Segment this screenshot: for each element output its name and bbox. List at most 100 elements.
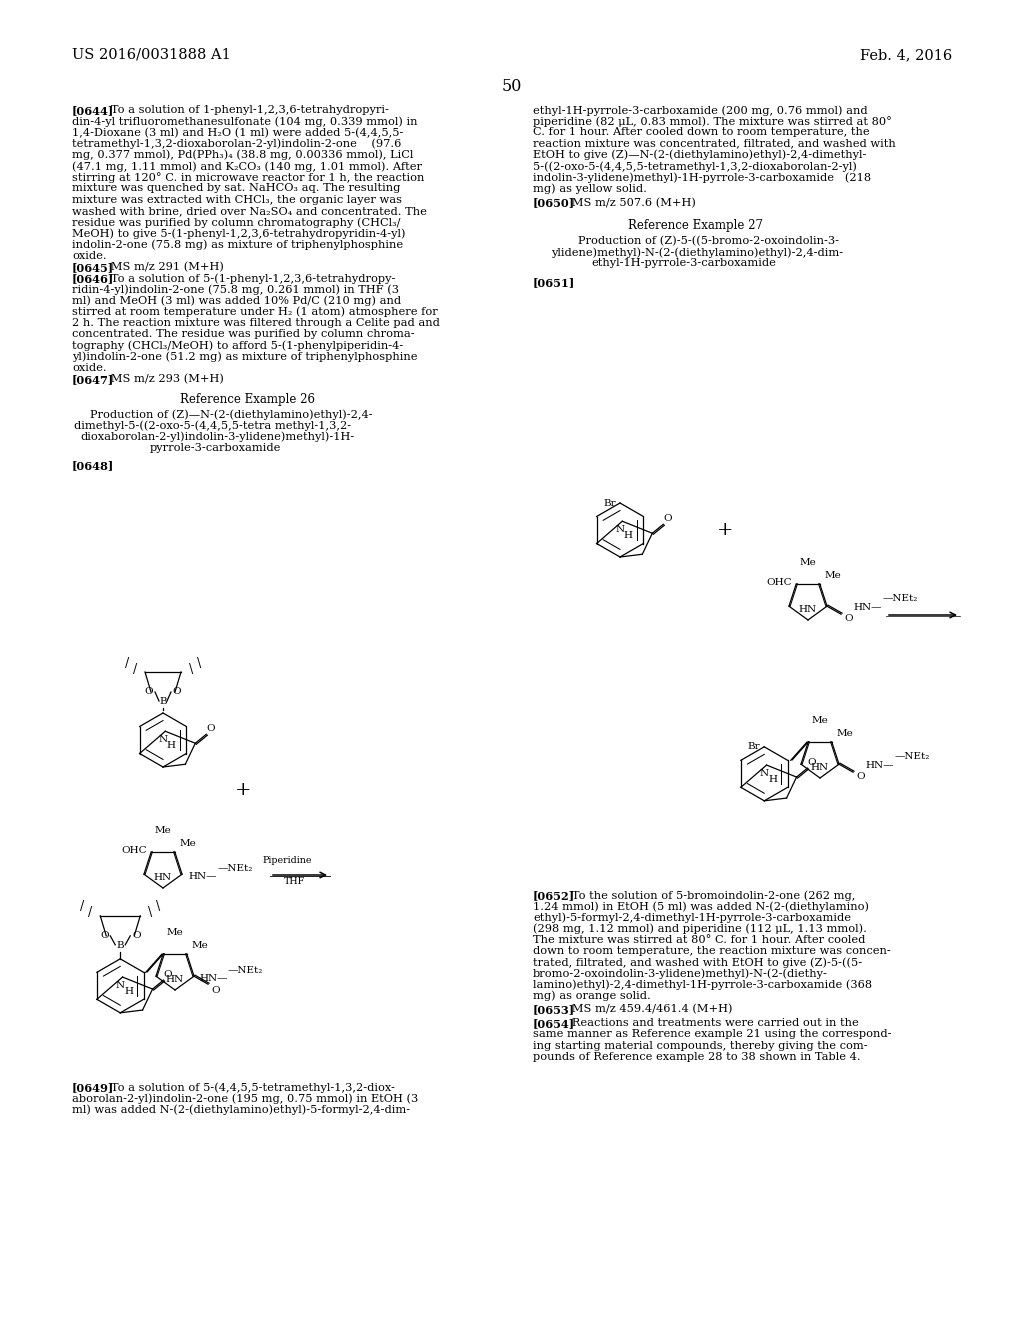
Text: din-4-yl trifluoromethanesulfonate (104 mg, 0.339 mmol) in: din-4-yl trifluoromethanesulfonate (104 …: [72, 116, 418, 127]
Text: US 2016/0031888 A1: US 2016/0031888 A1: [72, 48, 230, 62]
Text: To a solution of 5-(1-phenyl-1,2,3,6-tetrahydropy-: To a solution of 5-(1-phenyl-1,2,3,6-tet…: [100, 273, 395, 284]
Text: MS m/z 291 (M+H): MS m/z 291 (M+H): [100, 261, 224, 272]
Text: B: B: [159, 697, 167, 706]
Text: concentrated. The residue was purified by column chroma-: concentrated. The residue was purified b…: [72, 329, 415, 339]
Text: ing starting material compounds, thereby giving the com-: ing starting material compounds, thereby…: [534, 1040, 867, 1051]
Text: [0644]: [0644]: [72, 106, 115, 116]
Text: H: H: [124, 986, 133, 995]
Text: N: N: [159, 735, 168, 743]
Text: 50: 50: [502, 78, 522, 95]
Text: bromo-2-oxoindolin-3-ylidene)methyl)-N-(2-(diethy-: bromo-2-oxoindolin-3-ylidene)methyl)-N-(…: [534, 969, 827, 979]
Text: HN: HN: [154, 873, 172, 882]
Text: [0646]: [0646]: [72, 273, 115, 284]
Text: O: O: [173, 688, 181, 697]
Text: [0645]: [0645]: [72, 261, 114, 273]
Text: Me: Me: [167, 928, 183, 937]
Text: MS m/z 459.4/461.4 (M+H): MS m/z 459.4/461.4 (M+H): [561, 1005, 732, 1014]
Text: O: O: [163, 970, 172, 978]
Text: [0649]: [0649]: [72, 1082, 115, 1093]
Text: O: O: [845, 614, 853, 623]
Text: indolin-3-ylidene)methyl)-1H-pyrrole-3-carboxamide   (218: indolin-3-ylidene)methyl)-1H-pyrrole-3-c…: [534, 172, 871, 182]
Text: HN: HN: [799, 605, 817, 614]
Text: O: O: [132, 932, 140, 940]
Text: [0648]: [0648]: [72, 459, 115, 471]
Text: \: \: [156, 900, 161, 913]
Text: C. for 1 hour. After cooled down to room temperature, the: C. for 1 hour. After cooled down to room…: [534, 128, 869, 137]
Text: reaction mixture was concentrated, filtrated, and washed with: reaction mixture was concentrated, filtr…: [534, 139, 896, 149]
Text: mixture was extracted with CHCl₃, the organic layer was: mixture was extracted with CHCl₃, the or…: [72, 194, 402, 205]
Text: tography (CHCl₃/MeOH) to afford 5-(1-phenylpiperidin-4-: tography (CHCl₃/MeOH) to afford 5-(1-phe…: [72, 341, 403, 351]
Text: \: \: [148, 907, 153, 919]
Text: HN—: HN—: [865, 760, 894, 770]
Text: piperidine (82 μL, 0.83 mmol). The mixture was stirred at 80°: piperidine (82 μL, 0.83 mmol). The mixtu…: [534, 116, 892, 127]
Text: MeOH) to give 5-(1-phenyl-1,2,3,6-tetrahydropyridin-4-yl): MeOH) to give 5-(1-phenyl-1,2,3,6-tetrah…: [72, 228, 406, 239]
Text: ethyl)-5-formyl-2,4-dimethyl-1H-pyrrole-3-carboxamide: ethyl)-5-formyl-2,4-dimethyl-1H-pyrrole-…: [534, 912, 851, 923]
Text: O: O: [663, 513, 672, 523]
Text: +: +: [717, 521, 733, 539]
Text: Me: Me: [155, 826, 171, 836]
Text: [0650]: [0650]: [534, 198, 575, 209]
Text: The mixture was stirred at 80° C. for 1 hour. After cooled: The mixture was stirred at 80° C. for 1 …: [534, 935, 865, 945]
Text: O: O: [212, 986, 220, 995]
Text: 1,4-Dioxane (3 ml) and H₂O (1 ml) were added 5-(4,4,5,5-: 1,4-Dioxane (3 ml) and H₂O (1 ml) were a…: [72, 128, 403, 137]
Text: \: \: [188, 663, 194, 676]
Text: Br: Br: [748, 742, 760, 751]
Text: Piperidine: Piperidine: [262, 855, 311, 865]
Text: ethyl-1H-pyrrole-3-carboxamide (200 mg, 0.76 mmol) and: ethyl-1H-pyrrole-3-carboxamide (200 mg, …: [534, 106, 867, 116]
Text: ml) and MeOH (3 ml) was added 10% Pd/C (210 mg) and: ml) and MeOH (3 ml) was added 10% Pd/C (…: [72, 296, 401, 306]
Text: 5-((2-oxo-5-(4,4,5,5-tetramethyl-1,3,2-dioxaborolan-2-yl): 5-((2-oxo-5-(4,4,5,5-tetramethyl-1,3,2-d…: [534, 161, 857, 172]
Text: Me: Me: [191, 941, 209, 950]
Text: To the solution of 5-bromoindolin-2-one (262 mg,: To the solution of 5-bromoindolin-2-one …: [561, 890, 855, 900]
Text: aborolan-2-yl)indolin-2-one (195 mg, 0.75 mmol) in EtOH (3: aborolan-2-yl)indolin-2-one (195 mg, 0.7…: [72, 1093, 418, 1104]
Text: HN—: HN—: [199, 974, 227, 982]
Text: Br: Br: [603, 499, 616, 507]
Text: OHC: OHC: [122, 846, 147, 855]
Text: Me: Me: [824, 572, 842, 581]
Text: O: O: [144, 688, 154, 697]
Text: /: /: [80, 900, 84, 913]
Text: O: O: [857, 772, 865, 780]
Text: oxide.: oxide.: [72, 251, 106, 260]
Text: indolin-2-one (75.8 mg) as mixture of triphenylphosphine: indolin-2-one (75.8 mg) as mixture of tr…: [72, 239, 403, 249]
Text: /: /: [133, 663, 137, 676]
Text: 1.24 mmol) in EtOH (5 ml) was added N-(2-(diethylamino): 1.24 mmol) in EtOH (5 ml) was added N-(2…: [534, 902, 869, 912]
Text: EtOH to give (Z)—N-(2-(diethylamino)ethyl)-2,4-dimethyl-: EtOH to give (Z)—N-(2-(diethylamino)ethy…: [534, 149, 866, 160]
Text: [0652]: [0652]: [534, 890, 575, 902]
Text: mg) as orange solid.: mg) as orange solid.: [534, 991, 650, 1002]
Text: H: H: [768, 775, 777, 784]
Text: THF: THF: [285, 876, 305, 886]
Text: OHC: OHC: [767, 578, 793, 587]
Text: To a solution of 1-phenyl-1,2,3,6-tetrahydropyri-: To a solution of 1-phenyl-1,2,3,6-tetrah…: [100, 106, 389, 115]
Text: down to room temperature, the reaction mixture was concen-: down to room temperature, the reaction m…: [534, 946, 891, 956]
Text: —NEt₂: —NEt₂: [883, 594, 919, 603]
Text: yl)indolin-2-one (51.2 mg) as mixture of triphenylphosphine: yl)indolin-2-one (51.2 mg) as mixture of…: [72, 351, 418, 362]
Text: residue was purified by column chromatography (CHCl₃/: residue was purified by column chromatog…: [72, 216, 400, 227]
Text: stirring at 120° C. in microwave reactor for 1 h, the reaction: stirring at 120° C. in microwave reactor…: [72, 172, 424, 183]
Text: washed with brine, dried over Na₂SO₄ and concentrated. The: washed with brine, dried over Na₂SO₄ and…: [72, 206, 427, 215]
Text: —NEt₂: —NEt₂: [895, 751, 931, 760]
Text: N: N: [760, 768, 769, 777]
Text: Reactions and treatments were carried out in the: Reactions and treatments were carried ou…: [561, 1018, 859, 1028]
Text: Me: Me: [837, 730, 854, 738]
Text: [0651]: [0651]: [534, 277, 575, 289]
Text: pyrrole-3-carboxamide: pyrrole-3-carboxamide: [150, 442, 282, 453]
Text: B: B: [117, 941, 124, 950]
Text: \: \: [197, 656, 201, 669]
Text: dioxaborolan-2-yl)indolin-3-ylidene)methyl)-1H-: dioxaborolan-2-yl)indolin-3-ylidene)meth…: [80, 432, 354, 442]
Text: same manner as Reference example 21 using the correspond-: same manner as Reference example 21 usin…: [534, 1030, 892, 1039]
Text: To a solution of 5-(4,4,5,5-tetramethyl-1,3,2-diox-: To a solution of 5-(4,4,5,5-tetramethyl-…: [100, 1082, 395, 1093]
Text: N: N: [615, 525, 625, 533]
Text: O: O: [206, 723, 215, 733]
Text: H: H: [624, 531, 633, 540]
Text: Me: Me: [800, 558, 816, 568]
Text: mg, 0.377 mmol), Pd(PPh₃)₄ (38.8 mg, 0.00336 mmol), LiCl: mg, 0.377 mmol), Pd(PPh₃)₄ (38.8 mg, 0.0…: [72, 149, 414, 160]
Text: Me: Me: [812, 715, 828, 725]
Text: ylidene)methyl)-N-(2-(diethylamino)ethyl)-2,4-dim-: ylidene)methyl)-N-(2-(diethylamino)ethyl…: [551, 247, 843, 257]
Text: —NEt₂: —NEt₂: [228, 966, 263, 974]
Text: H: H: [167, 741, 176, 750]
Text: ml) was added N-(2-(diethylamino)ethyl)-5-formyl-2,4-dim-: ml) was added N-(2-(diethylamino)ethyl)-…: [72, 1105, 411, 1115]
Text: —NEt₂: —NEt₂: [218, 863, 253, 873]
Text: [0647]: [0647]: [72, 374, 115, 385]
Text: O: O: [807, 758, 816, 767]
Text: /: /: [125, 656, 129, 669]
